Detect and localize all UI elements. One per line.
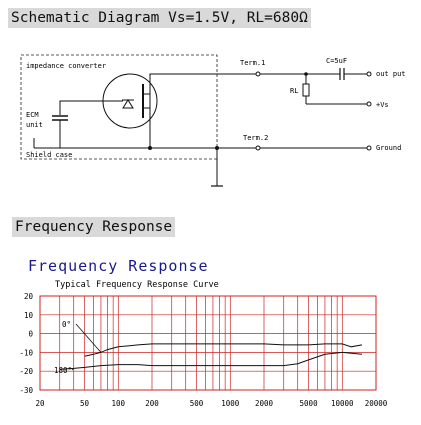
y-tick-label: -20 xyxy=(19,367,33,376)
series-label-180deg: 180° xyxy=(54,366,72,375)
y-tick-label: 10 xyxy=(24,311,34,320)
capacitor-label: C=5uF xyxy=(326,57,347,65)
x-tick-label: 5000 xyxy=(300,399,319,408)
term1-label: Term.1 xyxy=(240,59,265,67)
shield-label: Shield case xyxy=(26,151,72,159)
chart-subtitle: Typical Frequency Response Curve xyxy=(55,280,219,290)
x-tick-label: 100 xyxy=(112,399,126,408)
ground-terminal xyxy=(366,145,372,151)
frequency-section-title: Frequency Response xyxy=(12,217,176,237)
plot-frame xyxy=(39,295,377,391)
x-tick-label: 20000 xyxy=(365,399,388,408)
y-tick-label: 20 xyxy=(24,292,34,301)
resistor-label: RL xyxy=(290,87,298,95)
series-label-0deg: 0° xyxy=(62,320,71,329)
leader-0deg xyxy=(75,323,102,353)
output-terminal xyxy=(366,71,372,77)
impedance-converter-box xyxy=(20,54,218,160)
curve-180deg xyxy=(59,351,363,370)
diode-icon xyxy=(122,99,134,109)
x-tick-label: 1000 xyxy=(221,399,240,408)
ground-label: Ground xyxy=(376,144,401,152)
leader-180deg xyxy=(71,368,74,371)
y-axis-ticks: 20 10 0 -10 -20 -30 xyxy=(19,292,33,395)
x-tick-label: 2000 xyxy=(255,399,274,408)
response-curves xyxy=(59,323,363,371)
y-tick-label: -10 xyxy=(19,348,33,357)
y-tick-label: -30 xyxy=(19,386,33,395)
vs-terminal xyxy=(366,101,372,107)
ecm-unit-label: unit xyxy=(26,121,43,129)
schematic-title: Schematic Diagram Vs=1.5V, RL=680Ω xyxy=(8,8,311,28)
x-tick-label: 500 xyxy=(190,399,204,408)
x-tick-label: 50 xyxy=(80,399,90,408)
x-tick-label: 200 xyxy=(145,399,159,408)
ecm-label: ECM xyxy=(26,111,39,119)
x-tick-label: 10000 xyxy=(331,399,354,408)
x-axis-ticks: 20 50 100 200 500 1000 2000 5000 10000 20000 xyxy=(35,399,387,408)
output-label: out put xyxy=(376,70,406,78)
box-label: impedance converter xyxy=(26,62,106,70)
vs-label: +Vs xyxy=(376,101,389,109)
chart-title: Frequency Response xyxy=(28,257,209,275)
x-tick-label: 20 xyxy=(35,399,45,408)
curve-0deg xyxy=(84,343,363,357)
term2-label: Term.2 xyxy=(243,134,268,142)
chart-grid xyxy=(39,295,377,391)
y-tick-label: 0 xyxy=(28,330,33,339)
